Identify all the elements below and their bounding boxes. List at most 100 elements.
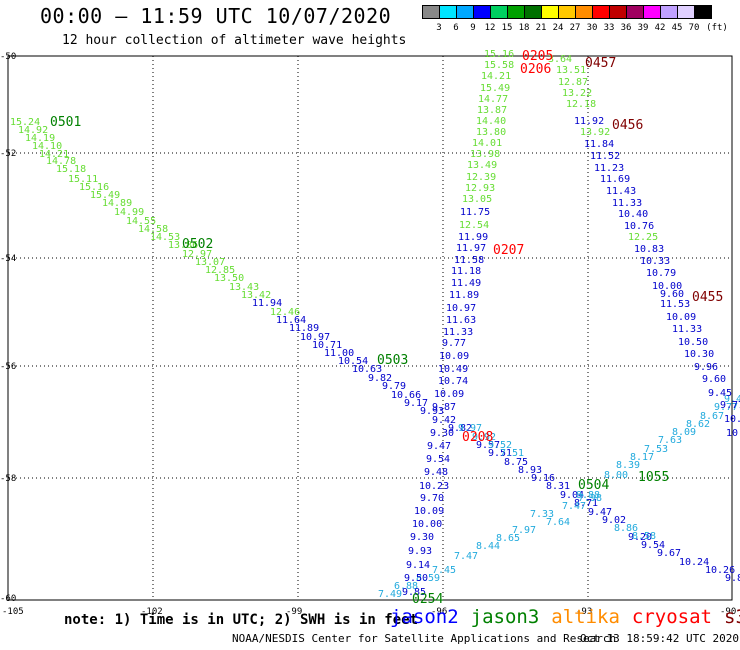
wave-height-value: 10.09 — [414, 506, 444, 517]
legend-item-jason2: jason2 — [390, 606, 459, 628]
wave-height-value: 9.17 — [404, 398, 428, 409]
colorbar-label: 18 — [518, 23, 530, 33]
wave-height-value: 14.92 — [18, 125, 48, 136]
wave-height-value: 14.21 — [481, 71, 511, 82]
wave-height-value: 12.25 — [628, 232, 658, 243]
wave-height-value: 11.18 — [451, 266, 481, 277]
wave-height-value: 8.65 — [496, 533, 520, 544]
wave-height-value: 13.07 — [195, 257, 225, 268]
wave-height-value: 10.00 — [652, 281, 682, 292]
map-border — [7, 55, 733, 601]
colorbar-label: 15 — [501, 23, 513, 33]
wave-height-value: 10. — [726, 428, 740, 439]
wave-height-value: 13.22 — [562, 88, 592, 99]
longitude-tick-label: -96 — [431, 607, 447, 617]
wave-height-value: 8.62 — [686, 419, 710, 430]
wave-height-value: 10.83 — [634, 244, 664, 255]
wave-height-value: 14.55 — [126, 216, 156, 227]
wave-height-value: 13.87 — [477, 105, 507, 116]
colorbar-label: 42 — [654, 23, 666, 33]
wave-height-value: 15.18 — [56, 164, 86, 175]
wave-height-value: 10.00 — [412, 519, 442, 530]
wave-height-value: 15.49 — [90, 190, 120, 201]
wave-height-value: 12.18 — [566, 99, 596, 110]
latitude-tick-label: -50 — [0, 52, 16, 62]
longitude-tick-label: -102 — [141, 607, 163, 617]
wave-height-value: 11.43 — [606, 186, 636, 197]
wave-height-value: 10.33 — [640, 256, 670, 267]
wave-height-value: 11.99 — [458, 232, 488, 243]
wave-height-value: 12.97 — [182, 249, 212, 260]
longitude-tick-label: -99 — [286, 607, 302, 617]
wave-height-value: 9.79 — [382, 381, 406, 392]
wave-height-value: 11.00 — [324, 348, 354, 359]
satellite-legend: jason2 jason3 altika cryosat s3a — [390, 606, 740, 628]
wave-height-value: 8.17 — [630, 452, 654, 463]
wave-height-value: 11.52 — [590, 151, 620, 162]
colorbar-label: 30 — [586, 23, 598, 33]
wave-height-value: 14.99 — [114, 207, 144, 218]
longitude-tick-label: -105 — [2, 607, 24, 617]
track-0456-light: 12.25 — [628, 232, 658, 243]
wave-height-value: 9.60 — [702, 374, 726, 385]
wave-height-value: 10.2 — [724, 414, 740, 425]
wave-height-value: 9.70 — [420, 493, 444, 504]
wave-height-value: 11.33 — [612, 198, 642, 209]
wave-height-value: 9.93 — [420, 406, 444, 417]
wave-height-value: 11.58 — [454, 255, 484, 266]
colorbar-label: 6 — [453, 23, 459, 33]
wave-height-value: 8.88 — [576, 490, 600, 501]
wave-height-value: 11.84 — [584, 139, 614, 150]
wave-height-value: 9.47 — [427, 441, 451, 452]
wave-height-value: 11.69 — [600, 174, 630, 185]
wave-height-value: 11.23 — [594, 163, 624, 174]
wave-height-value: 11.92 — [574, 116, 604, 127]
wave-height-value: 11.75 — [460, 207, 490, 218]
wave-height-value: 8.93 — [518, 465, 542, 476]
colorbar-label: 70 — [688, 23, 700, 33]
track-0502: 11.9411.6411.8910.9710.7111.0010.5410.63… — [252, 298, 740, 584]
wave-height-value: 13.80 — [476, 127, 506, 138]
wave-height-value: 15.24 — [10, 117, 40, 128]
wave-height-value: 8.86 — [614, 523, 638, 534]
wave-height-value: 14.40 — [476, 116, 506, 127]
wave-height-value: 10.40 — [618, 209, 648, 220]
wave-height-value: 9.45 — [724, 394, 740, 405]
map-frame — [7, 55, 733, 601]
wave-height-value: 10.26 — [705, 565, 735, 576]
wave-height-value: 8.31 — [546, 481, 570, 492]
longitude-tick-label: -90 — [720, 607, 736, 617]
pass-time-label: 0205 — [522, 49, 553, 64]
wave-height-value: 3.64 — [548, 54, 572, 65]
wave-height-value: 14.21 — [39, 149, 69, 160]
legend-item-s3a: s3a — [724, 606, 740, 628]
wave-height-value: 8.67 — [700, 411, 724, 422]
wave-height-value: 9.47 — [588, 507, 612, 518]
wave-height-value: 13.05 — [462, 194, 492, 205]
wave-height-value: 9.50 — [404, 573, 428, 584]
wave-height-value: 9.82 — [368, 373, 392, 384]
wave-height-value: 9.8 — [725, 573, 740, 584]
pass-time-label: 0254 — [412, 592, 443, 607]
wave-height-value: 11.33 — [443, 327, 473, 338]
wave-height-value: 10.24 — [679, 557, 709, 568]
wave-height-value: 12.85 — [205, 265, 235, 276]
wave-height-value: 14.89 — [102, 198, 132, 209]
pass-time-label: 0206 — [520, 62, 551, 77]
wave-height-value: 7.51 — [500, 448, 524, 459]
wave-height-value: 9.77 — [442, 338, 466, 349]
wave-height-value: 14.10 — [32, 141, 62, 152]
wave-height-value: 7.64 — [546, 517, 570, 528]
wave-height-value: 9.57 — [476, 440, 500, 451]
wave-height-value: 8.44 — [476, 541, 500, 552]
wave-height-value: 14.01 — [472, 138, 502, 149]
wave-height-value: 12.39 — [466, 172, 496, 183]
wave-height-value: 7.98 — [578, 493, 602, 504]
wave-height-value: 9.92 — [472, 432, 496, 443]
wave-height-value: 8.58 — [632, 531, 656, 542]
wave-height-value: 10.23 — [419, 481, 449, 492]
wave-height-value: 13.42 — [241, 290, 271, 301]
wave-height-value: 12.87 — [558, 77, 588, 88]
